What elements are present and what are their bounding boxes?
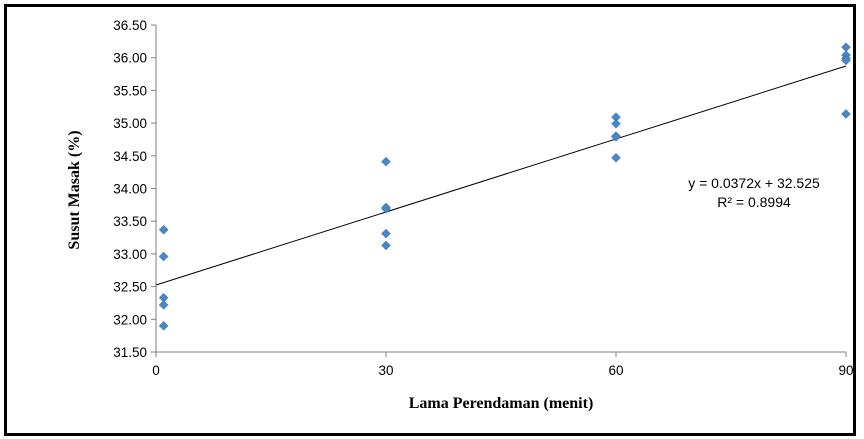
- axes: [151, 24, 847, 357]
- y-tick-label: 34.50: [113, 149, 147, 164]
- data-point: [158, 320, 169, 331]
- data-point: [381, 228, 391, 239]
- data-point: [381, 156, 391, 167]
- x-axis-title: Lama Perendaman (menit): [409, 395, 594, 412]
- x-tick-label: 90: [838, 363, 853, 378]
- data-point: [841, 55, 851, 66]
- chart-frame: [4, 4, 856, 436]
- x-tick-label: 60: [608, 363, 623, 378]
- trendline: [155, 65, 847, 286]
- data-points: [158, 42, 851, 331]
- data-point: [158, 300, 169, 310]
- x-tick-label: 30: [378, 363, 393, 378]
- data-point: [381, 240, 391, 251]
- trendline-equation: y = 0.0372x + 32.525: [688, 175, 820, 191]
- x-tick-labels: 0 30 60 90: [152, 363, 853, 378]
- data-point: [158, 224, 169, 235]
- y-axis-title: Susut Masak (%): [66, 130, 83, 249]
- y-tick-label: 34.00: [113, 182, 147, 197]
- y-tick-label: 32.50: [113, 280, 147, 295]
- y-tick-label: 31.50: [113, 345, 147, 360]
- y-tick-label: 36.50: [113, 18, 147, 33]
- data-point: [611, 152, 621, 163]
- data-point: [381, 203, 391, 214]
- y-tick-label: 33.00: [113, 247, 147, 262]
- y-tick-label: 35.50: [113, 83, 147, 98]
- data-point: [611, 131, 621, 142]
- data-point: [841, 109, 851, 119]
- trendline-layer: [155, 65, 847, 286]
- x-tick-label: 0: [152, 363, 160, 378]
- y-tick-label: 36.00: [113, 51, 147, 66]
- data-point: [158, 251, 169, 262]
- y-tick-label: 33.50: [113, 214, 147, 229]
- data-point: [611, 118, 621, 129]
- y-tick-label: 32.00: [113, 312, 147, 327]
- y-tick-labels: 31.50 32.00 32.50 33.00 33.50 34.00 34.50 35.00…: [113, 18, 147, 360]
- y-tick-label: 35.00: [113, 116, 147, 131]
- trendline-r-squared: R² = 0.8994: [717, 194, 791, 210]
